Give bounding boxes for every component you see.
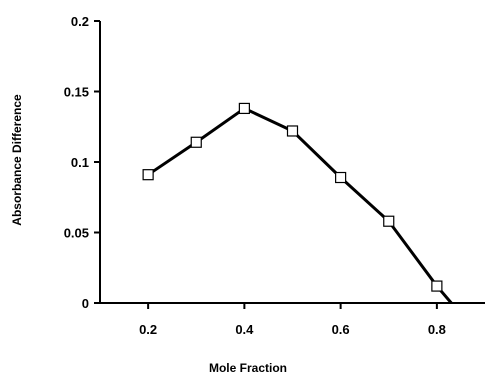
data-point-marker — [286, 125, 299, 137]
data-point-marker — [190, 136, 202, 148]
y-tick-label: 0.05 — [64, 226, 89, 241]
data-point-marker — [335, 171, 347, 184]
x-tick-label: 0.6 — [332, 322, 350, 337]
x-tick-label: 0.8 — [428, 322, 446, 337]
y-tick-label: 0.2 — [71, 14, 89, 29]
y-tick-label: 0 — [82, 296, 89, 311]
y-axis-title: Absorbance Difference — [10, 94, 24, 226]
data-point-marker — [431, 280, 443, 292]
x-tick-label: 0.4 — [235, 322, 254, 337]
y-tick-label: 0.1 — [71, 155, 89, 170]
x-axis-title: Mole Fraction — [209, 361, 287, 375]
data-point-marker — [383, 215, 395, 227]
data-point-marker — [238, 102, 250, 115]
ticks: 0 0.05 0.1 0.15 0.2 0.2 0.4 0.6 0.8 — [64, 14, 446, 337]
axes — [99, 21, 485, 304]
series — [142, 102, 453, 304]
data-point-marker — [142, 169, 154, 181]
series-line — [147, 106, 453, 304]
x-tick-label: 0.2 — [139, 322, 157, 337]
y-tick-label: 0.15 — [64, 85, 89, 100]
